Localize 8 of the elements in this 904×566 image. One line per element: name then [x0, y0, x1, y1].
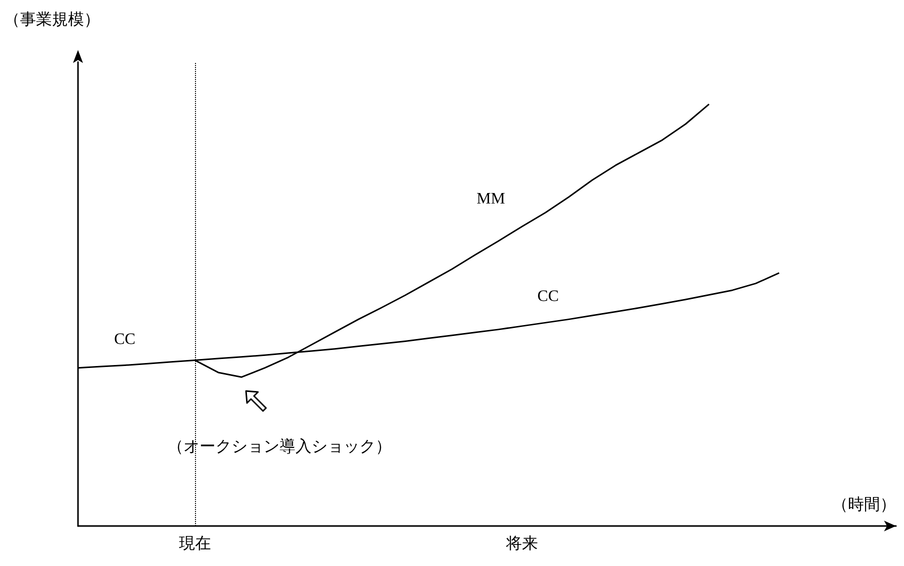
annotation: CC — [114, 330, 136, 348]
series-label: MM — [476, 190, 506, 208]
y-axis-title: （事業規模） — [4, 10, 100, 28]
annotation: （オークション導入ショック） — [168, 438, 392, 456]
series-label: CC — [537, 288, 559, 306]
x-axis-title: （時間） — [832, 496, 896, 514]
x-tick-label: 将来 — [505, 534, 538, 552]
x-tick-label: 現在 — [178, 536, 211, 552]
